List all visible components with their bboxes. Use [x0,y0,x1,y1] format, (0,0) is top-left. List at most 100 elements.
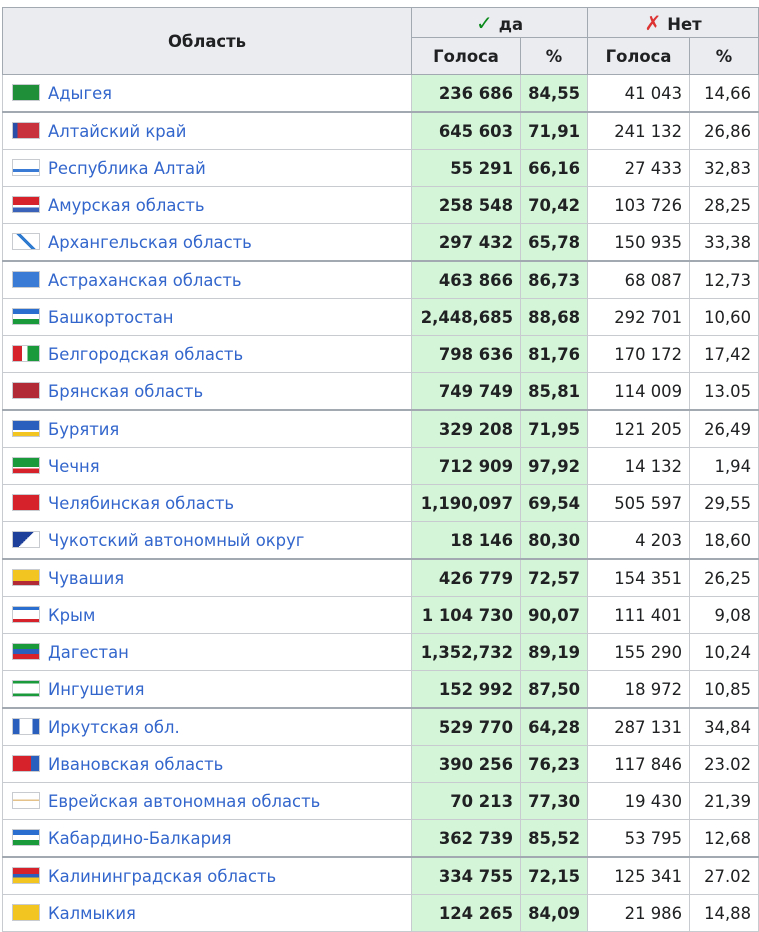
region-flag-icon [12,83,40,101]
no-votes-cell: 53 795 [587,819,691,858]
yes-pct-cell: 89,19 [519,633,589,671]
region-link[interactable]: Кабардино-Балкария [48,828,232,848]
table-row: Ивановская область 390 256 76,23 117 846 23.… [2,745,759,783]
yes-pct-cell: 84,09 [519,894,589,932]
region-cell: Иркутская обл. [2,707,412,746]
region-link[interactable]: Бурятия [48,419,120,439]
region-link[interactable]: Чечня [48,456,100,476]
no-pct-cell: 13.05 [689,372,759,411]
table-row: Чечня 712 909 97,92 14 132 1,94 [2,447,759,485]
yes-votes-cell: 236 686 [411,74,521,113]
table-row: Республика Алтай 55 291 66,16 27 433 32,83 [2,149,759,187]
yes-votes-cell: 1,352,732 [411,633,521,671]
table-row: Крым 1 104 730 90,07 111 401 9,08 [2,596,759,634]
no-votes-cell: 155 290 [587,633,691,671]
region-link[interactable]: Ингушетия [48,679,145,699]
no-pct-cell: 14,88 [689,894,759,932]
table-row: Адыгея 236 686 84,55 41 043 14,66 [2,74,759,113]
region-link[interactable]: Архангельская область [48,232,252,252]
yes-votes-cell: 334 755 [411,856,521,895]
region-flag-icon [12,903,40,921]
yes-votes-cell: 1 104 730 [411,596,521,634]
yes-votes-cell: 124 265 [411,894,521,932]
yes-votes-cell: 297 432 [411,223,521,262]
region-link[interactable]: Башкортостан [48,307,174,327]
region-link[interactable]: Дагестан [48,642,129,662]
region-link[interactable]: Астраханская область [48,270,242,290]
region-cell: Амурская область [2,186,412,224]
table-row: Челябинская область 1,190,097 69,54 505 597… [2,484,759,522]
yes-votes-cell: 258 548 [411,186,521,224]
region-cell: Дагестан [2,633,412,671]
region-link[interactable]: Иркутская обл. [48,717,180,737]
table-row: Иркутская обл. 529 770 64,28 287 131 34,84 [2,707,759,746]
table-row: Башкортостан 2,448,685 88,68 292 701 10,60 [2,298,759,336]
no-pct-cell: 18,60 [689,521,759,560]
yes-header: ✓ да [410,7,589,38]
region-flag-icon [12,158,40,176]
region-link[interactable]: Амурская область [48,195,205,215]
table-row: Брянская область 749 749 85,81 114 009 13.05 [2,372,759,411]
table-row: Дагестан 1,352,732 89,19 155 290 10,24 [2,633,759,671]
no-pct-cell: 29,55 [689,484,759,522]
yes-pct-cell: 65,78 [519,223,589,262]
region-cell: Астраханская область [2,260,412,299]
region-link[interactable]: Адыгея [48,83,113,103]
yes-pct-cell: 84,55 [519,74,589,113]
region-link[interactable]: Калмыкия [48,903,136,923]
table-row: Алтайский край 645 603 71,91 241 132 26,86 [2,111,759,150]
no-pct-cell: 32,83 [689,149,759,187]
region-cell: Архангельская область [2,223,412,262]
yes-pct-cell: 69,54 [519,484,589,522]
no-votes-cell: 287 131 [587,707,691,746]
region-flag-icon [12,828,40,846]
no-pct-cell: 33,38 [689,223,759,262]
table-row: Чукотский автономный округ 18 146 80,30 4 2… [2,521,759,560]
yes-votes-cell: 463 866 [411,260,521,299]
region-link[interactable]: Калининградская область [48,866,277,886]
no-votes-cell: 103 726 [587,186,691,224]
no-pct-cell: 12,68 [689,819,759,858]
region-link[interactable]: Республика Алтай [48,158,206,178]
no-votes-cell: 121 205 [587,409,691,448]
no-pct-cell: 26,86 [689,111,759,150]
region-link[interactable]: Брянская область [48,381,204,401]
region-cell: Чукотский автономный округ [2,521,412,560]
cross-icon: ✗ [644,10,662,35]
region-link[interactable]: Чувашия [48,568,125,588]
region-flag-icon [12,717,40,735]
region-cell: Ивановская область [2,745,412,783]
yes-pct-cell: 97,92 [519,447,589,485]
table-row: Амурская область 258 548 70,42 103 726 28,25 [2,186,759,224]
yes-pct-cell: 87,50 [519,670,589,709]
no-votes-header: Голоса [587,37,691,75]
no-votes-cell: 154 351 [587,558,691,597]
no-votes-cell: 114 009 [587,372,691,411]
region-cell: Чечня [2,447,412,485]
no-votes-cell: 4 203 [587,521,691,560]
no-pct-cell: 26,25 [689,558,759,597]
yes-votes-cell: 798 636 [411,335,521,373]
region-cell: Калининградская область [2,856,412,895]
region-link[interactable]: Ивановская область [48,754,224,774]
no-pct-cell: 23.02 [689,745,759,783]
region-link[interactable]: Челябинская область [48,493,235,513]
region-flag-icon [12,307,40,325]
region-link[interactable]: Еврейская автономная область [48,791,321,811]
no-votes-cell: 41 043 [587,74,691,113]
region-flag-icon [12,791,40,809]
region-cell: Алтайский край [2,111,412,150]
region-cell: Республика Алтай [2,149,412,187]
region-cell: Бурятия [2,409,412,448]
no-pct-cell: 10,24 [689,633,759,671]
region-link[interactable]: Крым [48,605,96,625]
no-pct-header: % [689,37,759,75]
region-link[interactable]: Алтайский край [48,121,187,141]
no-votes-cell: 170 172 [587,335,691,373]
no-pct-cell: 12,73 [689,260,759,299]
yes-votes-cell: 70 213 [411,782,521,820]
yes-pct-cell: 72,57 [519,558,589,597]
region-link[interactable]: Чукотский автономный округ [48,530,305,550]
region-flag-icon [12,344,40,362]
region-link[interactable]: Белгородская область [48,344,244,364]
